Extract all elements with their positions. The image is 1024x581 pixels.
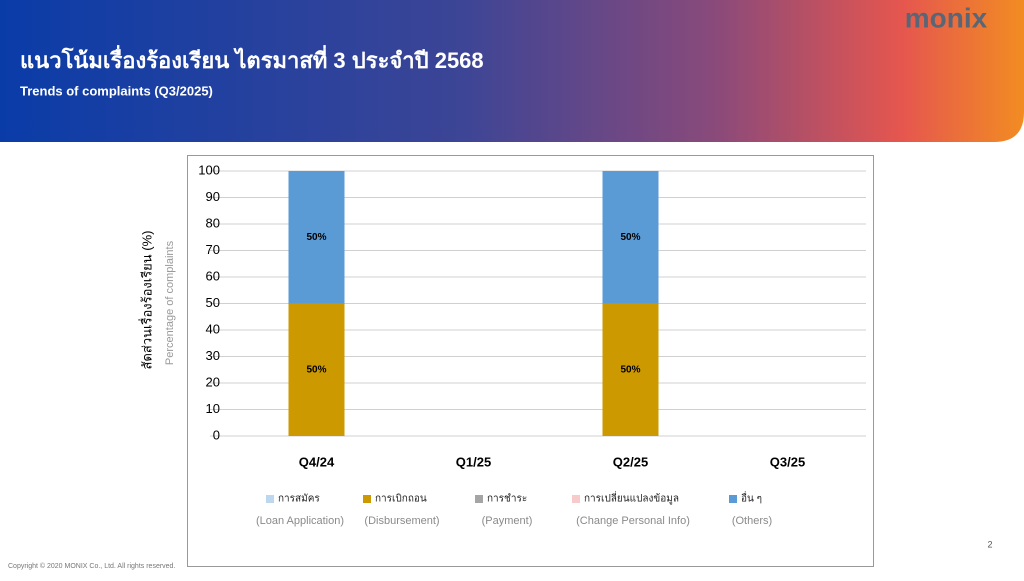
header-band bbox=[0, 0, 1024, 142]
x-tick-label: Q3/25 bbox=[770, 454, 805, 469]
legend-label: การสมัคร bbox=[278, 494, 320, 505]
legend-swatch bbox=[266, 495, 274, 503]
y-axis-label: สัดส่วนเรื่องร้องเรียน (%) bbox=[138, 231, 154, 370]
x-tick-label: Q4/24 bbox=[299, 454, 335, 469]
bar-segment bbox=[602, 303, 659, 436]
y-tick-label: 50 bbox=[206, 295, 220, 310]
page-number: 2 bbox=[987, 539, 992, 549]
legend-label-en: (Others) bbox=[732, 515, 772, 527]
legend-swatch bbox=[572, 495, 580, 503]
value-label: 50% bbox=[620, 364, 640, 375]
value-label: 50% bbox=[620, 232, 640, 243]
y-tick-label: 80 bbox=[206, 215, 220, 230]
y-tick-label: 100 bbox=[198, 162, 220, 177]
legend-swatch bbox=[363, 495, 371, 503]
y-tick-label: 30 bbox=[206, 348, 220, 363]
bar-segment bbox=[288, 303, 345, 436]
bar-segment bbox=[602, 171, 659, 304]
legend-swatch bbox=[475, 495, 483, 503]
legend-label-en: (Disbursement) bbox=[364, 515, 439, 527]
y-tick-label: 60 bbox=[206, 268, 220, 283]
legend-label: การเบิกถอน bbox=[375, 494, 427, 505]
y-tick-label: 10 bbox=[206, 401, 220, 416]
legend-label: การเปลี่ยนแปลงข้อมูล bbox=[584, 491, 679, 505]
y-tick-label: 70 bbox=[206, 242, 220, 257]
copyright: Copyright © 2020 MONIX Co., Ltd. All rig… bbox=[8, 562, 175, 570]
title: แนวโน้มเรื่องร้องเรียน ไตรมาสที่ 3 ประจำ… bbox=[20, 44, 484, 73]
subtitle: Trends of complaints (Q3/2025) bbox=[20, 83, 213, 98]
x-tick-label: Q1/25 bbox=[456, 454, 491, 469]
legend-label: การชำระ bbox=[487, 494, 527, 505]
value-label: 50% bbox=[306, 364, 326, 375]
legend-label: อื่น ๆ bbox=[741, 491, 762, 505]
x-tick-label: Q2/25 bbox=[613, 454, 648, 469]
bar-segment bbox=[288, 171, 345, 304]
value-label: 50% bbox=[306, 232, 326, 243]
y-tick-label: 0 bbox=[213, 427, 220, 442]
logo: monix bbox=[905, 2, 988, 33]
legend-label-en: (Payment) bbox=[482, 515, 533, 527]
legend-swatch bbox=[729, 495, 737, 503]
legend-label-en: (Change Personal Info) bbox=[576, 515, 690, 527]
y-axis-label-en: Percentage of complaints bbox=[164, 240, 176, 365]
legend-label-en: (Loan Application) bbox=[256, 515, 344, 527]
y-tick-label: 90 bbox=[206, 189, 220, 204]
y-tick-label: 40 bbox=[206, 321, 220, 336]
y-tick-label: 20 bbox=[206, 374, 220, 389]
